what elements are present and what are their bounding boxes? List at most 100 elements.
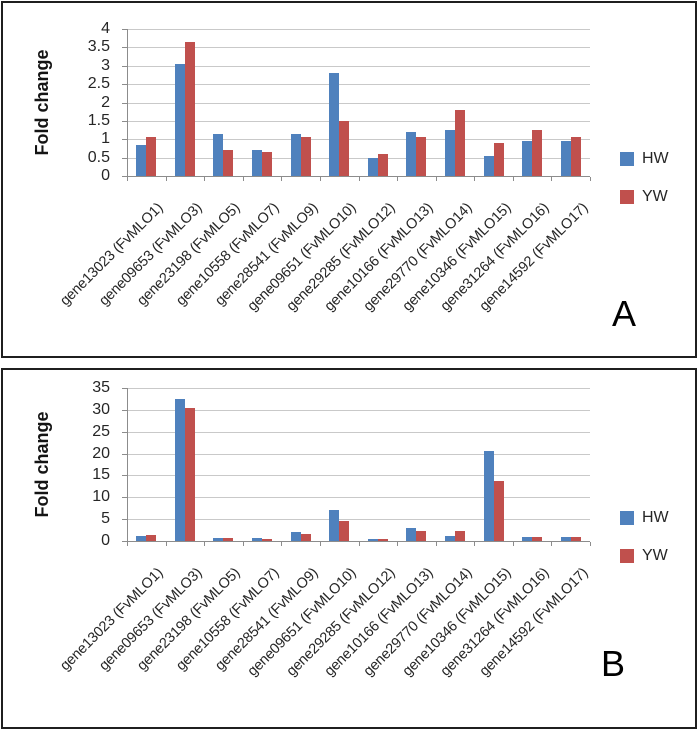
y-tick-label: 5 [101, 510, 110, 527]
bar-hw [406, 528, 416, 541]
bar-hw [484, 451, 494, 541]
legend-item-yw: YW [620, 188, 669, 206]
bar-hw [329, 73, 339, 176]
panel-letter-a: A [612, 293, 637, 334]
x-tick-mark [359, 542, 360, 546]
bar-yw [494, 481, 504, 541]
bar-yw [571, 137, 581, 176]
gridline [127, 139, 590, 140]
x-tick-mark [551, 177, 552, 181]
x-tick-mark [590, 177, 591, 181]
gridline [127, 497, 590, 498]
gridline [127, 29, 590, 30]
bar-yw [416, 137, 426, 176]
y-tick-mark [122, 475, 127, 476]
y-tick-mark [122, 176, 127, 177]
bar-yw [146, 137, 156, 176]
x-tick-mark [166, 542, 167, 546]
bar-yw [532, 130, 542, 176]
bar-yw [262, 152, 272, 176]
bar-hw [252, 150, 262, 176]
x-tick-mark [474, 177, 475, 181]
x-axis-line [127, 176, 590, 177]
x-tick-mark [590, 542, 591, 546]
bar-yw [301, 137, 311, 176]
bar-yw [262, 539, 272, 541]
y-tick-mark [122, 519, 127, 520]
gridline [127, 519, 590, 520]
bar-hw [561, 141, 571, 176]
bar-yw [146, 535, 156, 541]
x-tick-mark [551, 542, 552, 546]
y-tick-mark [122, 139, 127, 140]
legend: HW YW [620, 150, 669, 226]
bar-hw [175, 64, 185, 176]
bar-yw [185, 42, 195, 176]
bar-yw [571, 537, 581, 541]
x-tick-mark [281, 177, 282, 181]
y-tick-mark [122, 388, 127, 389]
bar-hw [213, 134, 223, 176]
bar-hw [445, 536, 455, 541]
x-tick-mark [513, 542, 514, 546]
legend-swatch-hw [620, 511, 634, 525]
legend-item-yw: YW [620, 547, 669, 565]
bar-hw [522, 141, 532, 176]
bar-hw [329, 510, 339, 541]
bar-yw [378, 154, 388, 176]
bar-yw [455, 531, 465, 541]
panel-b: Fold change 0 5 10 15 20 25 30 35 gene13023 (FvM… [1, 368, 697, 729]
bar-yw [494, 143, 504, 176]
bar-yw [185, 408, 195, 541]
x-tick-mark [127, 177, 128, 181]
bar-yw [301, 534, 311, 541]
y-tick-label: 0 [101, 167, 110, 184]
y-tick-label: 0 [101, 532, 110, 549]
x-tick-mark [397, 177, 398, 181]
y-tick-label: 25 [92, 423, 110, 440]
gridline [127, 47, 590, 48]
bar-hw [445, 130, 455, 176]
x-tick-mark [204, 177, 205, 181]
bar-yw [455, 110, 465, 176]
y-tick-mark [122, 29, 127, 30]
y-tick-mark [122, 410, 127, 411]
y-tick-label: 2 [101, 94, 110, 111]
y-tick-mark [122, 66, 127, 67]
bar-hw [136, 536, 146, 541]
x-tick-mark [320, 542, 321, 546]
bar-hw [484, 156, 494, 176]
panel-a: Fold change 0 0.5 1 1.5 2 2.5 3 3.5 4 gene13023 (… [1, 1, 697, 358]
bar-hw [252, 538, 262, 541]
y-tick-label: 1.5 [87, 112, 110, 129]
bar-hw [368, 158, 378, 176]
bar-hw [291, 134, 301, 176]
gridline [127, 158, 590, 159]
y-tick-label: 2.5 [87, 75, 110, 92]
gridline [127, 121, 590, 122]
legend-swatch-yw [620, 549, 634, 563]
legend-label-hw: HW [642, 150, 669, 167]
y-tick-label: 3 [101, 57, 110, 74]
x-tick-mark [320, 177, 321, 181]
x-tick-mark [436, 542, 437, 546]
x-tick-mark [243, 542, 244, 546]
legend: HW YW [620, 509, 669, 585]
x-tick-mark [474, 542, 475, 546]
x-axis-line [127, 541, 590, 542]
bar-yw [339, 121, 349, 176]
y-tick-label: 15 [92, 466, 110, 483]
y-tick-label: 3.5 [87, 38, 110, 55]
y-tick-mark [122, 121, 127, 122]
gridline [127, 103, 590, 104]
y-tick-label: 1 [101, 130, 110, 147]
y-tick-mark [122, 158, 127, 159]
bar-yw [378, 539, 388, 541]
bar-hw [561, 537, 571, 541]
y-tick-label: 0.5 [87, 149, 110, 166]
bar-yw [223, 150, 233, 176]
gridline [127, 66, 590, 67]
gridline [127, 475, 590, 476]
bar-yw [339, 521, 349, 541]
bar-hw [368, 539, 378, 541]
